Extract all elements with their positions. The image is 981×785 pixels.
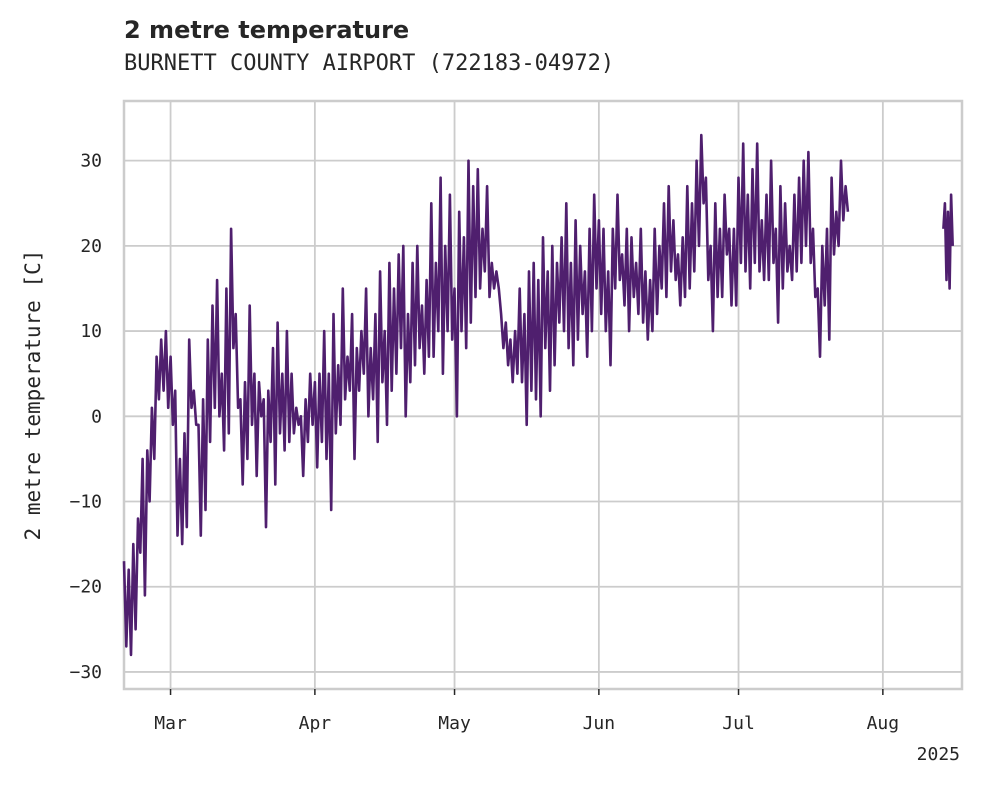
x-axis-ticks: Mar Apr May Jun Jul Aug — [154, 689, 899, 734]
y-tick-label: −20 — [69, 577, 102, 598]
chart-subtitle: BURNETT COUNTY AIRPORT (722183-04972) — [124, 51, 615, 76]
x-tick-label: May — [438, 713, 471, 734]
y-tick-label: 30 — [80, 151, 102, 172]
y-axis-ticks: −30 −20 −10 0 10 20 30 — [69, 151, 102, 683]
y-tick-label: 20 — [80, 236, 102, 257]
x-tick-label: Mar — [154, 713, 187, 734]
y-tick-label: 0 — [91, 406, 102, 427]
x-axis-offset-label: 2025 — [917, 744, 960, 765]
temperature-series-line — [122, 133, 850, 657]
grid-lines — [124, 101, 962, 689]
temperature-series-line — [942, 193, 954, 290]
y-tick-label: −10 — [69, 492, 102, 513]
plot-frame — [122, 99, 964, 691]
x-tick-label: Jul — [722, 713, 755, 734]
y-tick-label: 10 — [80, 321, 102, 342]
y-tick-label: −30 — [69, 662, 102, 683]
y-axis-label: 2 metre temperature [C] — [21, 250, 45, 541]
x-tick-label: Jun — [583, 713, 616, 734]
series-lines — [122, 133, 954, 657]
x-tick-label: Aug — [867, 713, 900, 734]
x-tick-label: Apr — [299, 713, 332, 734]
chart-title: 2 metre temperature — [124, 16, 410, 44]
